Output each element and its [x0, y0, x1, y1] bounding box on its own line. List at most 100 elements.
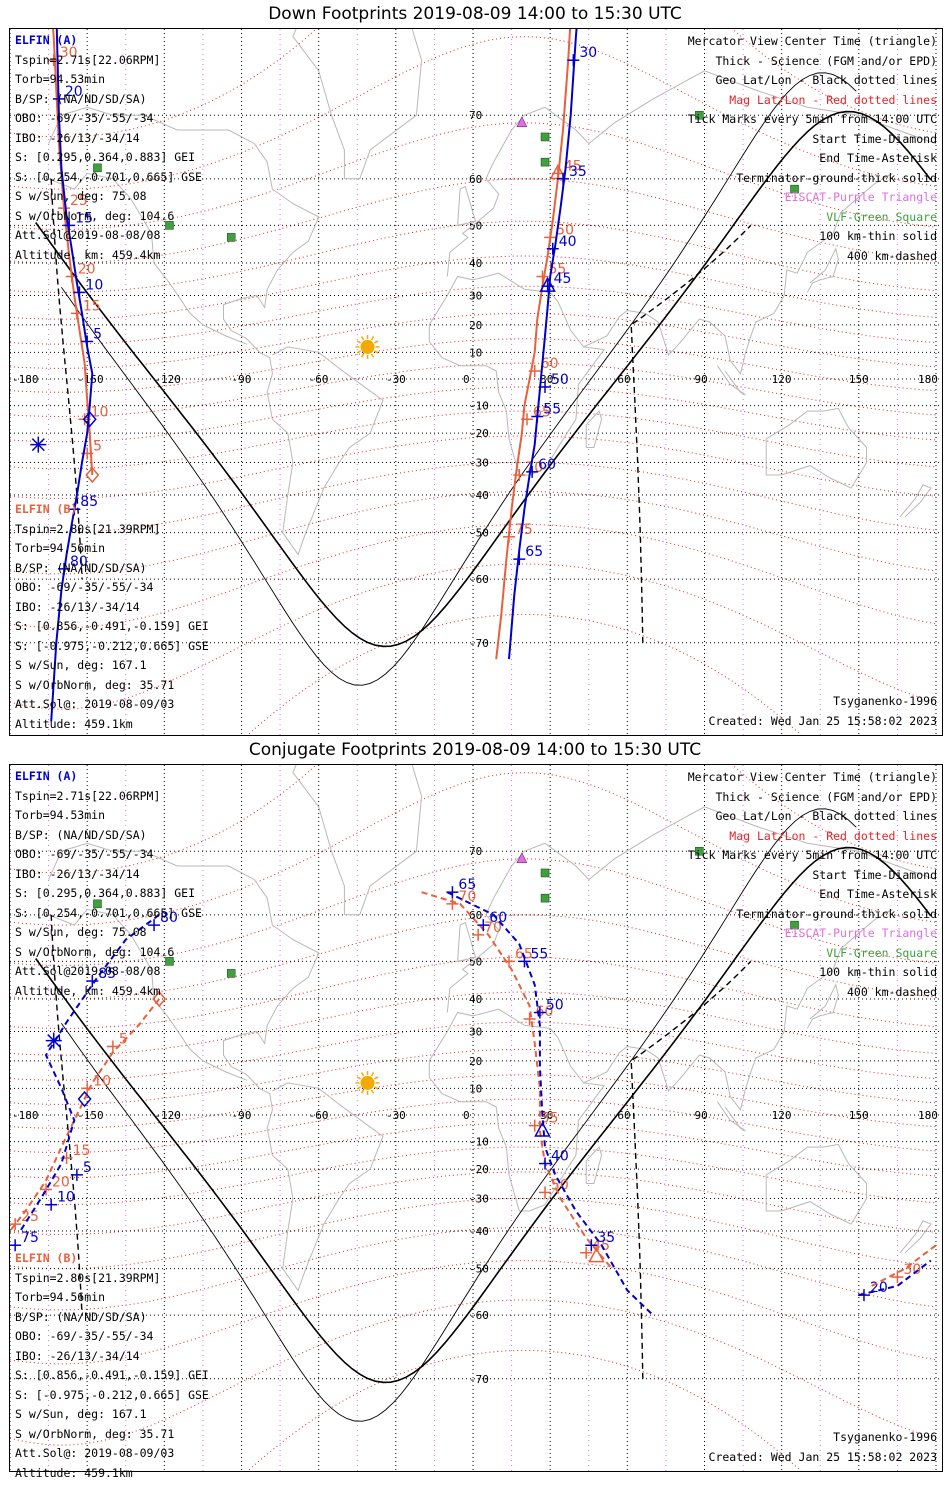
elfin-b-line: IBO: -26/13/-34/14 — [15, 1348, 140, 1363]
100km-line — [61, 72, 857, 686]
tick-label: 45 — [554, 271, 572, 287]
legend-item: Terminator-ground-thick solid — [736, 170, 937, 185]
tick-label: 60 — [489, 910, 507, 926]
lon-label: -180 — [12, 1109, 39, 1122]
lat-label: 10 — [469, 346, 482, 359]
400km-line — [50, 914, 83, 1316]
elfin-b-info: ELFIN (B) Tspin=2.80s[21.39RPM] Torb=94.… — [15, 500, 209, 734]
sun-ray — [370, 336, 375, 341]
tick-label: 30 — [60, 45, 78, 61]
vlf-square-icon — [540, 868, 550, 878]
tick-label: 85 — [98, 966, 116, 982]
legend-item: Start Time-Diamond — [812, 867, 937, 882]
legend-item: Mag Lat/Lon - Red dotted lines — [729, 92, 937, 107]
elfin-b-track-line — [10, 998, 160, 1232]
geo-grid — [10, 29, 942, 735]
elfin-a-header: ELFIN (A) — [15, 769, 78, 783]
elfin-b-line: IBO: -26/13/-34/14 — [15, 599, 140, 614]
lat-label: 70 — [469, 845, 482, 858]
lat-label: -30 — [469, 1192, 489, 1205]
elfin-b-line: OBO: -69/-35/-55/-34 — [15, 580, 154, 594]
legend-item: Mercator View Center Time (triangle) — [687, 34, 937, 48]
tick-label: 50 — [546, 998, 564, 1014]
mag-lat-line — [10, 255, 937, 320]
tick-label: 85 — [80, 494, 98, 510]
lat-label: 20 — [469, 319, 482, 332]
vlf-square-icon — [695, 846, 704, 856]
sun-icon — [355, 1070, 380, 1095]
coastline — [292, 765, 423, 916]
eiscat-triangle-icon — [516, 852, 528, 864]
elfin-b-line: OBO: -69/-35/-55/-34 — [15, 1329, 154, 1343]
coastline — [765, 407, 868, 489]
vlf-square-icon — [165, 957, 174, 966]
sun-ray — [356, 1086, 361, 1090]
lon-label: 180 — [918, 1109, 938, 1122]
lon-label: 30 — [540, 373, 553, 386]
vlf-square-icon — [540, 132, 550, 142]
legend-item: Tick Marks every 5min from 14:00 UTC — [687, 112, 937, 126]
elfin-a-track-line — [19, 913, 160, 1232]
geo-grid — [10, 765, 942, 1471]
sun-ray — [360, 1089, 365, 1094]
lat-label: -50 — [469, 1263, 489, 1276]
coastline — [899, 484, 932, 518]
elfin-a-line: B/SP: (NA/ND/SD/SA) — [15, 827, 147, 842]
legend-item: End Time-Asterisk — [819, 151, 937, 165]
elfin-a-track-2: 65 60 55 50 40 35 20 — [446, 877, 888, 1316]
coastline — [428, 272, 606, 476]
lon-label: 90 — [695, 1109, 708, 1122]
legend-item: Thick - Science (FGM and/or EPD) — [715, 53, 937, 68]
elfin-a-info: ELFIN (A) Tspin=2.71s[22.06RPM] Torb=94.… — [15, 767, 202, 1001]
coastline — [48, 908, 247, 1081]
lat-label: -10 — [469, 1136, 489, 1149]
sun-ray — [356, 350, 361, 354]
lat-label: 30 — [469, 1026, 482, 1039]
tick-label: 10 — [57, 1190, 75, 1206]
tick-label: 5 — [93, 438, 102, 454]
elfin-b-track-2: 4045505560657075 — [495, 29, 582, 660]
panel-title-down: Down Footprints 2019-08-09 14:00 to 15:3… — [268, 4, 682, 24]
tick-label: 75 — [515, 522, 533, 538]
terminator-line — [35, 110, 932, 648]
legend-item: 400 km-dashed — [846, 984, 937, 999]
vlf-square-icon — [226, 233, 236, 242]
lat-label: 10 — [469, 1082, 482, 1095]
legend-item: Geo Lat/Lon - Black dotted lines — [715, 73, 937, 87]
coastline — [716, 365, 746, 396]
tick-label: 60 — [538, 457, 556, 473]
lat-label: -20 — [469, 427, 489, 440]
legend-item: Mercator View Center Time (triangle) — [687, 770, 937, 784]
tick-label: 20 — [65, 84, 83, 100]
elfin-b-line: Altitude: 459.1km — [15, 716, 133, 731]
map-legend: Mercator View Center Time (triangle) Thic… — [688, 768, 937, 1002]
lon-label: 120 — [772, 373, 792, 386]
sun-ray — [374, 1076, 379, 1080]
vlf-square-icon — [695, 110, 704, 120]
vlf-square-icon — [93, 899, 102, 909]
lon-label: 60 — [617, 373, 630, 386]
elfin-a-track: 20 15 10 5 85 80 — [30, 29, 103, 722]
tick-label: 60 — [541, 356, 559, 372]
tick-label: 10 — [91, 404, 109, 420]
tick-label: 20 — [78, 262, 96, 278]
mag-lat-line — [10, 29, 937, 138]
lon-label: 150 — [849, 373, 869, 386]
lat-label: 30 — [469, 290, 482, 303]
lat-label: -50 — [469, 527, 489, 540]
legend-item: VLF-Green Square — [826, 945, 937, 960]
sun-ray — [356, 340, 361, 344]
elfin-b-header: ELFIN (B) — [15, 502, 78, 516]
elfin-a-track-tail — [858, 1259, 932, 1297]
lat-label: -70 — [469, 1373, 489, 1386]
elfin-a-line: Att.Sol@2019-08-08/08 — [15, 228, 161, 242]
coastline — [806, 247, 839, 293]
lon-label: -150 — [77, 373, 104, 386]
elfin-b-line: S w/OrbNorm, deg: 35.71 — [15, 677, 175, 692]
start-diamond-icon — [77, 1090, 92, 1108]
lon-label: -30 — [386, 1109, 406, 1122]
lat-label: -70 — [469, 637, 489, 650]
legend-item: 400 km-dashed — [846, 248, 937, 263]
lat-label: 40 — [469, 257, 482, 270]
elfin-a-track-2-line — [446, 891, 654, 1316]
